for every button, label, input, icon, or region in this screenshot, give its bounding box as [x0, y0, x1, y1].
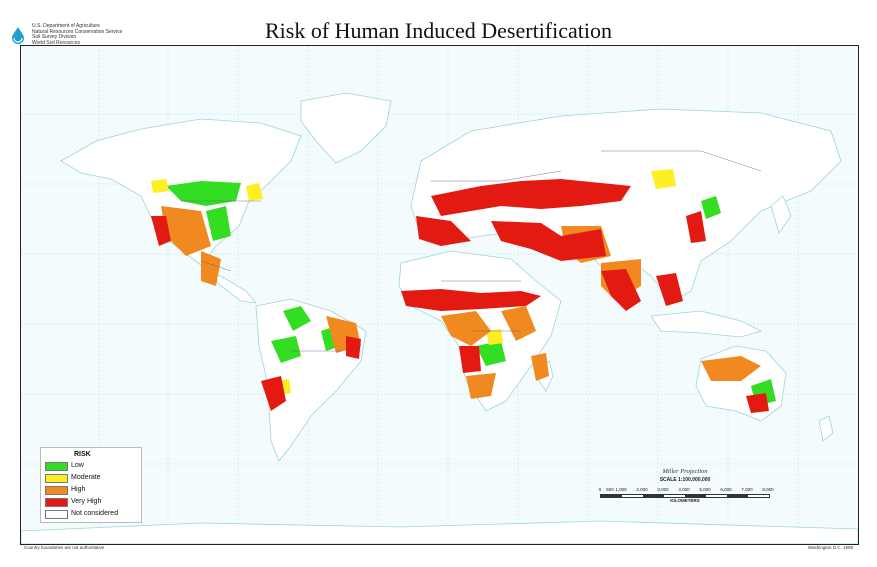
southeast-asia-islands-land — [650, 310, 763, 338]
scale-tick: 3,000 — [657, 487, 669, 492]
country-boundaries — [181, 150, 762, 352]
legend-item-high: High — [45, 485, 140, 495]
agency-line-3: Soil Survey Division — [32, 34, 77, 41]
scale-bar — [600, 494, 770, 498]
legend-label-high: High — [71, 486, 86, 493]
antarctica-land — [21, 520, 858, 544]
scale-tick: 7,000 — [741, 487, 753, 492]
new-zealand-land — [818, 415, 834, 442]
scale-tick: 5,000 — [699, 487, 711, 492]
legend: RISK Low Moderate High Very High Not con… — [40, 447, 142, 523]
scale-tick: 1,000 — [615, 487, 627, 492]
legend-swatch-moderate — [45, 474, 68, 483]
scale-ratio: SCALE 1:100,000,000 — [659, 477, 711, 483]
scale-tick: 0 — [598, 487, 602, 492]
scale-tick: 4,000 — [678, 487, 690, 492]
footer-place-date: Washington D.C. 1998 — [807, 545, 853, 550]
japan-land — [770, 195, 792, 234]
scale-tick: 6,000 — [720, 487, 732, 492]
scale-tick: 500 — [606, 487, 614, 492]
risk-low-areas — [166, 181, 776, 406]
legend-swatch-not-considered — [45, 510, 68, 519]
legend-swatch-high — [45, 486, 68, 495]
footer-disclaimer: Country boundaries are not authoritative — [24, 545, 105, 550]
scale-block: Miller Projection SCALE 1:100,000,000 0 … — [590, 468, 780, 508]
scale-tick: 8,000 — [762, 487, 774, 492]
usda-drop-logo-icon — [12, 27, 24, 44]
legend-swatch-low — [45, 462, 68, 471]
agency-line-4: World Soil Resources — [32, 39, 80, 46]
projection-label: Miller Projection — [662, 468, 708, 475]
world-map — [20, 45, 859, 545]
scale-units: KILOMETERS — [670, 498, 700, 503]
legend-item-very-high: Very High — [45, 497, 140, 507]
legend-label-very-high: Very High — [71, 498, 102, 505]
legend-item-not-considered: Not considered — [45, 509, 140, 519]
world-map-svg — [21, 46, 858, 544]
legend-label-not-considered: Not considered — [71, 510, 119, 517]
scale-tick: 2,000 — [636, 487, 648, 492]
agency-line-2: Natural Resources Conservation Service — [32, 28, 123, 35]
legend-title: RISK — [74, 451, 91, 458]
risk-very-high-areas — [151, 179, 769, 413]
legend-item-moderate: Moderate — [45, 473, 140, 483]
greenland-land — [300, 92, 392, 164]
agency-line-1: U.S. Department of Agriculture — [32, 23, 100, 29]
legend-item-low: Low — [45, 461, 140, 471]
legend-swatch-very-high — [45, 498, 68, 507]
map-title: Risk of Human Induced Desertification — [264, 18, 612, 43]
agency-lines: U.S. Department of Agriculture Natural R… — [32, 23, 123, 46]
legend-label-moderate: Moderate — [71, 474, 101, 481]
legend-label-low: Low — [71, 462, 84, 469]
